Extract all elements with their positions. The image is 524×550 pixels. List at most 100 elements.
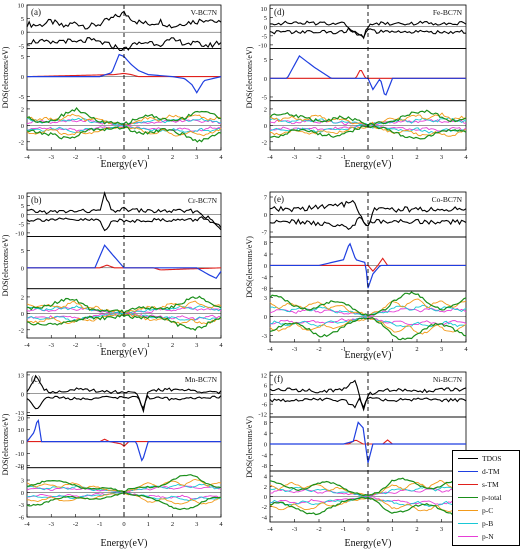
y-tick-label: -10 <box>258 42 267 49</box>
x-tick-label: -2 <box>73 154 78 161</box>
panel-f: 1260-6-12840-4-8420-2-4-4-3-2-101234Ener… <box>245 371 468 549</box>
x-tick-label: -2 <box>316 154 321 161</box>
y-tick-label: -6 <box>19 515 25 522</box>
p-total-spin-up-curve <box>26 107 222 126</box>
p-total-spin-down-curve <box>269 496 467 516</box>
s-tm-curve <box>26 72 221 78</box>
x-tick-label: 4 <box>219 342 223 349</box>
y-tick-label: -3 <box>262 333 267 340</box>
y-tick-label: 0 <box>264 442 267 449</box>
panel-label: (f) <box>274 374 283 384</box>
x-tick-label: 1 <box>391 346 394 353</box>
legend-line-p-n <box>458 536 478 537</box>
y-tick-label: 5 <box>21 203 24 210</box>
y-tick-label: 10 <box>18 194 25 201</box>
y-tick-label: 5 <box>21 54 24 61</box>
y-tick-label: 7 <box>264 195 268 202</box>
x-tick-label: -3 <box>49 154 54 161</box>
x-tick-label: 1 <box>391 154 394 161</box>
x-tick-label: -4 <box>24 342 30 349</box>
y-axis-label: DOS(electrons/eV) <box>245 46 254 108</box>
x-tick-label: -4 <box>267 526 273 533</box>
y-tick-label: 0 <box>264 76 267 83</box>
compound-label: V-BC7N <box>191 8 218 17</box>
x-tick-label: 4 <box>464 154 468 161</box>
x-tick-label: 2 <box>415 154 418 161</box>
x-axis-label: Energy(eV) <box>100 538 147 549</box>
x-tick-label: 0 <box>122 154 125 161</box>
y-tick-label: 0 <box>21 74 24 81</box>
x-tick-label: -1 <box>97 521 102 528</box>
y-tick-label: -6 <box>262 402 268 409</box>
x-tick-label: 1 <box>391 526 394 533</box>
d-tm-curve <box>26 419 221 462</box>
x-tick-label: 4 <box>464 346 468 353</box>
y-tick-label: 5 <box>21 16 24 23</box>
y-tick-label: 6 <box>264 382 268 389</box>
y-tick-label: 0 <box>21 123 24 130</box>
panel-label: (a) <box>31 7 41 17</box>
y-axis-label: DOS(electrons/eV) <box>245 236 254 298</box>
y-tick-label: 5 <box>264 57 267 64</box>
y-tick-label: 8 <box>264 240 267 247</box>
legend-label-d-tm: d-TM <box>482 467 500 476</box>
y-tick-label: -5 <box>262 94 267 101</box>
x-tick-label: 3 <box>195 342 198 349</box>
x-tick-label: 2 <box>171 521 174 528</box>
x-tick-label: 1 <box>147 521 150 528</box>
y-tick-label: 0 <box>21 439 24 446</box>
x-tick-label: -3 <box>292 526 297 533</box>
p-total-spin-up-curve <box>269 477 467 497</box>
y-tick-label: 20 <box>18 415 25 422</box>
y-tick-label: 4 <box>264 474 268 481</box>
x-tick-label: -1 <box>97 154 102 161</box>
y-tick-label: 4 <box>264 252 268 259</box>
legend-label-p-b: p-B <box>482 519 494 528</box>
legend-item-s-tm: s-TM <box>453 479 519 491</box>
legend-item-p-total: p-total <box>453 492 519 504</box>
tdos-spin-up-curve <box>26 374 222 414</box>
x-tick-label: 0 <box>122 521 125 528</box>
y-tick-label: -5 <box>19 43 24 50</box>
y-tick-label: -12 <box>258 411 267 418</box>
compound-label: Fe-BC7N <box>433 8 463 17</box>
y-tick-label: -5 <box>19 94 24 101</box>
y-tick-label: 0 <box>264 212 267 219</box>
legend-label-s-tm: s-TM <box>482 480 499 489</box>
x-tick-label: -2 <box>73 342 78 349</box>
y-tick-label: 0 <box>264 263 267 270</box>
y-tick-label: -8 <box>262 463 267 470</box>
x-axis-label: Energy(eV) <box>344 350 391 361</box>
legend-label-p-total: p-total <box>482 493 502 502</box>
panel-a: 10 5 0 -5 5 0 -5 2 0 -2 -4 -3 -2 -1 0 1 2 3 4 Energy(eV) DOS… <box>1 3 223 171</box>
y-axis-label: DOS(electrons/eV) <box>1 46 10 108</box>
y-tick-label: -4 <box>262 514 268 521</box>
compound-label: Ni-BC7N <box>433 375 463 384</box>
y-tick-label: 8 <box>264 420 267 427</box>
x-tick-label: -1 <box>341 154 346 161</box>
tdos-spin-up-curve <box>26 10 222 30</box>
x-axis-label: Energy(eV) <box>344 538 391 549</box>
x-tick-label: -3 <box>292 154 297 161</box>
y-tick-label: -7 <box>262 230 268 237</box>
legend-line-p-total <box>458 497 478 498</box>
x-tick-label: 1 <box>147 154 150 161</box>
legend: TDOS d-TM s-TM p-total p-C p-B p-N <box>452 450 520 546</box>
y-tick-label: -2 <box>19 327 24 334</box>
y-tick-label: -13 <box>15 410 24 417</box>
x-tick-label: 2 <box>415 346 418 353</box>
x-tick-label: 1 <box>147 342 150 349</box>
legend-label-p-n: p-N <box>482 532 494 541</box>
y-tick-label: 10 <box>18 3 25 10</box>
y-tick-label: 10 <box>18 427 25 434</box>
compound-label: Co-BC7N <box>432 195 463 204</box>
legend-item-tdos: TDOS <box>453 453 519 465</box>
legend-item-p-n: p-N <box>453 531 519 543</box>
y-tick-label: 2 <box>21 294 24 301</box>
y-tick-label: 0 <box>21 490 24 497</box>
y-axis-label: DOS(electrons/eV) <box>245 416 254 478</box>
y-tick-label: 2 <box>21 106 24 113</box>
